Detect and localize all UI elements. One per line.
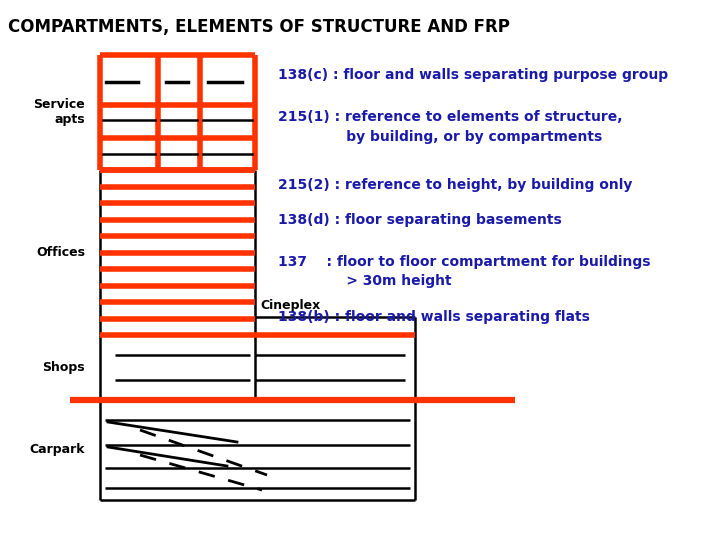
Text: 138(d) : floor separating basements: 138(d) : floor separating basements [278,213,562,227]
Text: Cineplex: Cineplex [260,299,320,312]
Text: COMPARTMENTS, ELEMENTS OF STRUCTURE AND FRP: COMPARTMENTS, ELEMENTS OF STRUCTURE AND … [8,18,510,36]
Text: 215(2) : reference to height, by building only: 215(2) : reference to height, by buildin… [278,178,632,192]
Text: 138(c) : floor and walls separating purpose group: 138(c) : floor and walls separating purp… [278,68,668,82]
Text: Shops: Shops [42,361,85,374]
Text: 138(b) : floor and walls separating flats: 138(b) : floor and walls separating flat… [278,310,590,324]
Text: Service
apts: Service apts [33,98,85,126]
Text: 137    : floor to floor compartment for buildings
              > 30m height: 137 : floor to floor compartment for bui… [278,255,650,288]
Text: Offices: Offices [36,246,85,259]
Text: Carpark: Carpark [30,443,85,456]
Text: 215(1) : reference to elements of structure,
              by building, or by co: 215(1) : reference to elements of struct… [278,110,623,144]
